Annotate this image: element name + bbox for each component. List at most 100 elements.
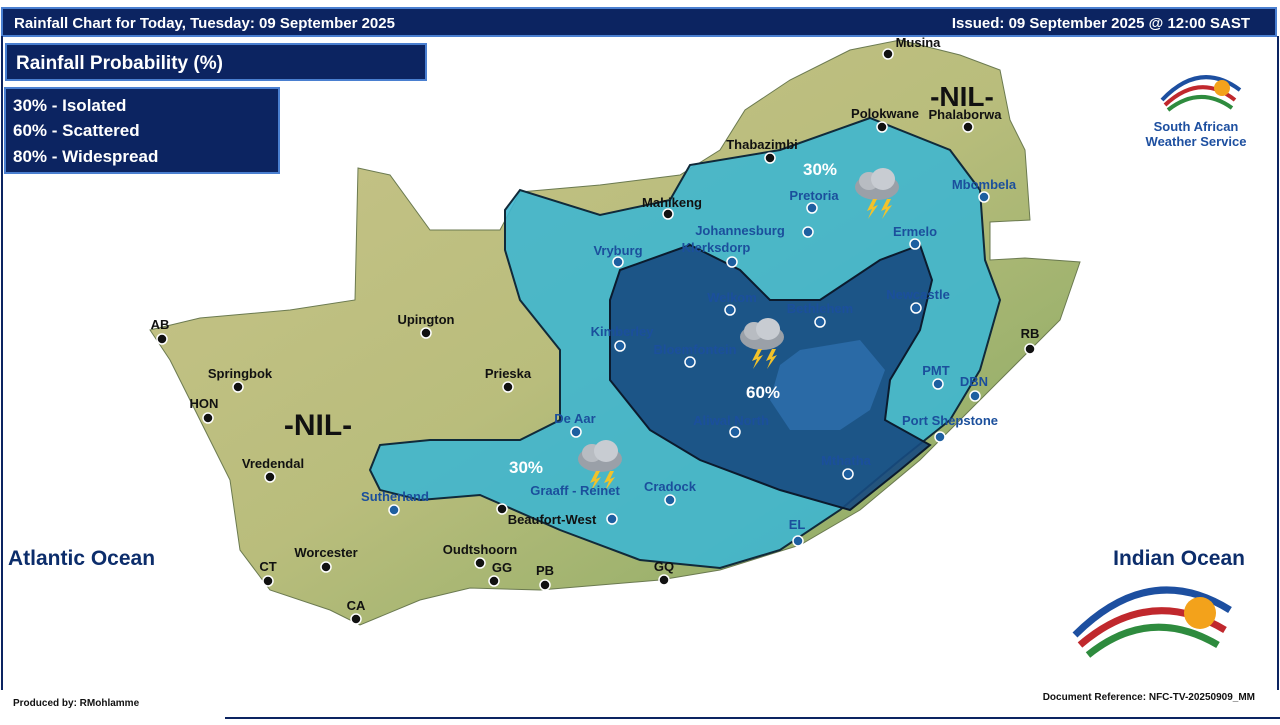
logo-text: Weather Service [1146, 134, 1247, 149]
city-dot [612, 256, 624, 268]
header-bar [1, 7, 1277, 37]
city-dot [488, 575, 500, 587]
legend-box [4, 87, 280, 174]
city-label: Upington [397, 312, 454, 327]
city-label: Newcastle [886, 287, 950, 302]
city-dot [969, 390, 981, 402]
city-label: Mahikeng [642, 195, 702, 210]
city-dot [658, 574, 670, 586]
city-dot [882, 48, 894, 60]
rain-area-60 [609, 243, 934, 512]
city-dot [474, 557, 486, 569]
city-dot [614, 340, 626, 352]
city-dot [388, 504, 400, 516]
city-dot [320, 561, 332, 573]
nil-label: -NIL- [284, 409, 352, 442]
city-label: De Aar [554, 411, 595, 426]
city-dot [662, 208, 674, 220]
storm-icon [855, 168, 899, 219]
city-label: Aliwal North [693, 413, 769, 428]
city-label: Vredendal [242, 456, 304, 471]
footer-produced: Produced by: RMohlamme [13, 698, 140, 709]
probability-label: 60% [746, 383, 780, 402]
probability-label: 30% [509, 458, 543, 477]
city-label: Beaufort-West [508, 512, 597, 527]
city-label: Vryburg [593, 243, 642, 258]
city-dot [262, 575, 274, 587]
city-dot [726, 256, 738, 268]
city-label: CT [259, 559, 276, 574]
city-label: PMT [922, 363, 950, 378]
city-label: Cradock [644, 479, 697, 494]
city-dot [724, 304, 736, 316]
city-label: AB [151, 317, 170, 332]
city-label: Worcester [294, 545, 357, 560]
storm-icon [740, 318, 784, 369]
legend-item: 60% - Scattered [13, 121, 140, 140]
city-dot [264, 471, 276, 483]
city-dot [684, 356, 696, 368]
city-label: Mthatha [821, 453, 872, 468]
city-dot [932, 378, 944, 390]
logo: South African Weather Service [1146, 75, 1247, 149]
logo-text: South African [1154, 119, 1239, 134]
city-dot [420, 327, 432, 339]
city-dot [978, 191, 990, 203]
city-label: Port Shepstone [902, 413, 998, 428]
city-dot [792, 535, 804, 547]
city-dot [202, 412, 214, 424]
legend-item: 80% - Widespread [13, 147, 158, 166]
city-dot [1024, 343, 1036, 355]
city-label: Ermelo [893, 224, 937, 239]
city-label: HON [190, 396, 219, 411]
city-dot [496, 503, 508, 515]
legend-item: 30% - Isolated [13, 96, 126, 115]
city-label: Mbombela [952, 177, 1017, 192]
city-label: Phalaborwa [929, 107, 1003, 122]
legend-title-box [5, 43, 427, 81]
city-label: Kimberley [591, 324, 655, 339]
city-dot [764, 152, 776, 164]
city-label: DBN [960, 374, 988, 389]
city-dot [934, 431, 946, 443]
header-title: Rainfall Chart for Today, Tuesday: 09 Se… [14, 15, 395, 32]
city-label: PB [536, 563, 554, 578]
city-dot [814, 316, 826, 328]
city-dot [539, 579, 551, 591]
city-dot [729, 426, 741, 438]
city-dot [232, 381, 244, 393]
city-dot [350, 613, 362, 625]
city-label: Pretoria [789, 188, 839, 203]
city-label: Welkom [707, 290, 757, 305]
city-dot [802, 226, 814, 238]
city-dot [842, 468, 854, 480]
city-label: Thabazimbi [726, 137, 798, 152]
city-dot [664, 494, 676, 506]
city-label: RB [1021, 326, 1040, 341]
city-label: Bethlehem [787, 301, 853, 316]
city-label: GG [492, 560, 512, 575]
city-dot [502, 381, 514, 393]
probability-label: 30% [803, 160, 837, 179]
city-label: Bloemfontein [653, 342, 736, 357]
city-dot [156, 333, 168, 345]
city-label: Oudtshoorn [443, 542, 517, 557]
nil-label: -NIL- [930, 81, 994, 112]
ocean-label: Indian Ocean [1113, 547, 1245, 570]
storm-icon [578, 440, 622, 491]
city-label: Johannesburg [695, 223, 785, 238]
city-dot [910, 302, 922, 314]
city-dot [606, 513, 618, 525]
city-label: Polokwane [851, 106, 919, 121]
city-label: Sutherland [361, 489, 429, 504]
city-dot [570, 426, 582, 438]
city-label: GQ [654, 559, 674, 574]
legend-title: Rainfall Probability (%) [16, 53, 223, 74]
logo-large [1072, 586, 1232, 658]
header-issued: Issued: 09 September 2025 @ 12:00 SAST [952, 15, 1250, 32]
city-label: Graaff - Reinet [530, 483, 620, 498]
city-label: Springbok [208, 366, 273, 381]
city-label: Klerksdorp [682, 240, 751, 255]
